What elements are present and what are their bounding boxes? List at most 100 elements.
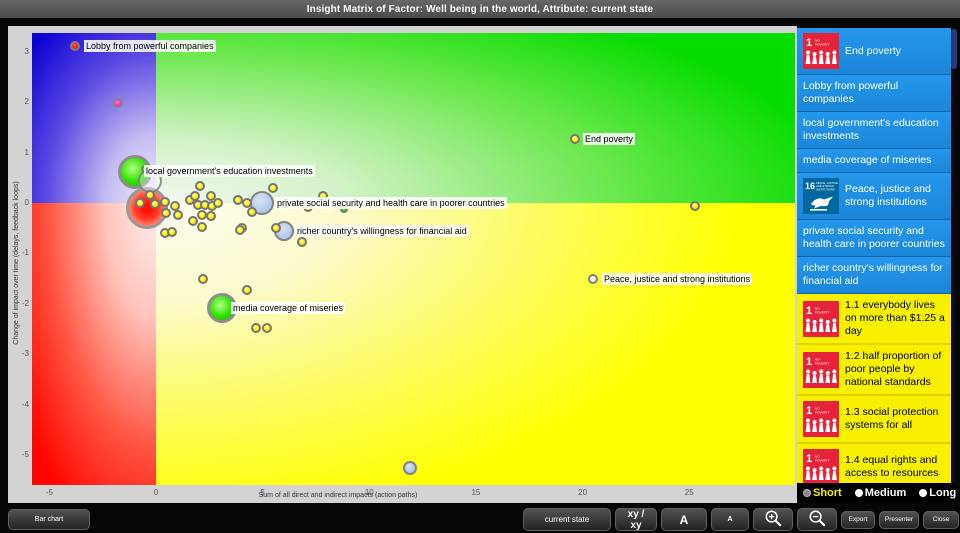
bubble-yellow[interactable] (198, 274, 208, 284)
bubble-hollow[interactable] (588, 274, 598, 284)
bubble-yellow[interactable] (242, 285, 252, 295)
point-label: Lobby from powerful companies (84, 40, 216, 52)
bubble-yellow[interactable] (206, 211, 216, 221)
bubble-yellow[interactable] (145, 190, 155, 200)
bubble-red-sm[interactable] (70, 41, 80, 51)
zoom-in-icon (764, 509, 783, 530)
svg-text:16: 16 (805, 181, 815, 191)
bubble-yellow[interactable] (570, 134, 580, 144)
svg-text:NO: NO (815, 357, 820, 361)
sidebar-item-4[interactable]: 16 PEACE, JUSTICE AND STRONG INSTITUTION… (797, 173, 951, 220)
y-tick-label: 0 (24, 198, 29, 207)
sidebar-item-label: 1.3 social protection systems for all (845, 406, 939, 431)
current-state-button[interactable]: current state (523, 508, 611, 531)
sidebar-item-8[interactable]: 1 NO POVERTY 1.2 half proportion of poor … (797, 345, 951, 396)
zoom-out-button[interactable] (797, 508, 837, 531)
bubble-yellow[interactable] (150, 199, 160, 209)
svg-text:1: 1 (806, 305, 812, 317)
bubble-yellow[interactable] (135, 198, 145, 208)
factor-list-sidebar: 1 NO POVERTY End poverty Lobby from powerf… (797, 28, 951, 492)
duration-option-medium[interactable]: Medium (854, 487, 906, 499)
sidebar-item-label: Lobby from powerful companies (803, 80, 899, 105)
svg-text:PEACE, JUSTICE: PEACE, JUSTICE (816, 181, 838, 185)
sidebar-item-1[interactable]: Lobby from powerful companies (797, 75, 951, 112)
svg-text:POVERTY: POVERTY (815, 43, 830, 47)
x-axis-title: Sum of all direct and indirect impacts (… (258, 492, 418, 499)
x-tick-label: 25 (684, 488, 694, 497)
svg-text:POVERTY: POVERTY (815, 411, 830, 415)
y-tick-label: -4 (21, 399, 29, 409)
bubble-yellow[interactable] (251, 323, 261, 333)
window-title: Insight Matrix of Factor: Well being in … (0, 0, 960, 18)
quadrant-bottom-right-yellow (156, 203, 795, 485)
presenter-button[interactable]: Presenter (879, 510, 919, 529)
bubble-yellow[interactable] (188, 216, 198, 226)
sidebar-item-9[interactable]: 1 NO POVERTY 1.3 social protection system… (797, 396, 951, 444)
svg-text:1: 1 (806, 356, 812, 368)
bubble-magenta[interactable] (113, 98, 123, 108)
duration-option-long[interactable]: Long (919, 487, 956, 499)
svg-text:1: 1 (806, 405, 812, 417)
point-label: media coverage of miseries (231, 302, 346, 314)
sidebar-item-6[interactable]: richer country's willingness for financi… (797, 257, 951, 294)
sidebar-item-label: media coverage of miseries (803, 154, 932, 166)
sidebar-item-label: private social security and health care … (803, 225, 945, 250)
sidebar-item-0[interactable]: 1 NO POVERTY End poverty (797, 28, 951, 75)
x-tick-label: 15 (471, 488, 481, 497)
zoom-out-icon (808, 509, 827, 530)
sidebar-item-2[interactable]: local government's education investments (797, 112, 951, 149)
bubble-yellow[interactable] (213, 198, 223, 208)
bubble-blue[interactable] (403, 461, 417, 475)
sidebar-item-label: End poverty (845, 44, 902, 57)
radio-dot (854, 489, 863, 497)
x-tick-label: 0 (153, 488, 159, 497)
font-increase-button[interactable]: A (661, 508, 707, 531)
duration-option-short[interactable]: Short (803, 487, 842, 499)
sidebar-item-3[interactable]: media coverage of miseries (797, 149, 951, 173)
xy-xy-button[interactable]: xy / xy (615, 508, 657, 531)
bubble-yellow[interactable] (297, 237, 307, 247)
bubble-yellow[interactable] (235, 225, 245, 235)
y-tick-label: 3 (24, 46, 29, 56)
bubble-yellow[interactable] (197, 222, 207, 232)
bar-chart-button[interactable]: Bar chart (8, 509, 90, 530)
svg-text:POVERTY: POVERTY (815, 310, 830, 314)
svg-text:POVERTY: POVERTY (815, 459, 830, 463)
point-label: richer country's willingness for financi… (295, 225, 469, 237)
sidebar-scrollbar[interactable] (951, 28, 957, 483)
sidebar-item-5[interactable]: private social security and health care … (797, 220, 951, 257)
sidebar-item-label: 1.2 half proportion of poor people by na… (845, 350, 942, 388)
bottom-toolbar: current state xy / xy A A Export Presenter Clo… (523, 508, 959, 531)
bubble-yellow[interactable] (173, 210, 183, 220)
bubble-yellow[interactable] (247, 207, 257, 217)
bubble-yellow[interactable] (160, 197, 170, 207)
bubble-yellow[interactable] (268, 183, 278, 193)
close-button[interactable]: Close (923, 510, 959, 529)
bubble-yellow[interactable] (271, 223, 281, 233)
sdg1-icon: 1 NO POVERTY (803, 33, 839, 69)
x-tick-label: 10 (364, 488, 374, 497)
plot-area: Lobby from powerful companies local gover… (32, 33, 795, 485)
bubble-yellow[interactable] (206, 191, 216, 201)
bubble-yellow[interactable] (167, 227, 177, 237)
bubble-yellow[interactable] (242, 198, 252, 208)
export-button[interactable]: Export (841, 510, 875, 529)
duration-option-label: Long (929, 487, 957, 499)
zoom-in-button[interactable] (753, 508, 793, 531)
point-label: local government's education investments (144, 165, 315, 177)
quadrant-top-right-green (156, 33, 795, 203)
point-label: End poverty (583, 133, 636, 145)
sdg16-icon: 16 PEACE, JUSTICE AND STRONG INSTITUTION… (803, 178, 839, 214)
bubble-yellow[interactable] (690, 201, 700, 211)
bubble-yellow[interactable] (195, 181, 205, 191)
y-tick-label: -1 (21, 248, 29, 258)
y-axis-title: Change of impact over time (delays, feed… (13, 181, 20, 345)
sidebar-scrollbar-thumb[interactable] (951, 29, 957, 69)
duration-option-label: Short (813, 487, 842, 499)
radio-dot (803, 489, 811, 497)
bubble-yellow[interactable] (262, 323, 272, 333)
font-decrease-button[interactable]: A (711, 508, 749, 531)
bubble-yellow[interactable] (161, 208, 171, 218)
sidebar-item-7[interactable]: 1 NO POVERTY 1.1 everybody lives on more … (797, 294, 951, 345)
